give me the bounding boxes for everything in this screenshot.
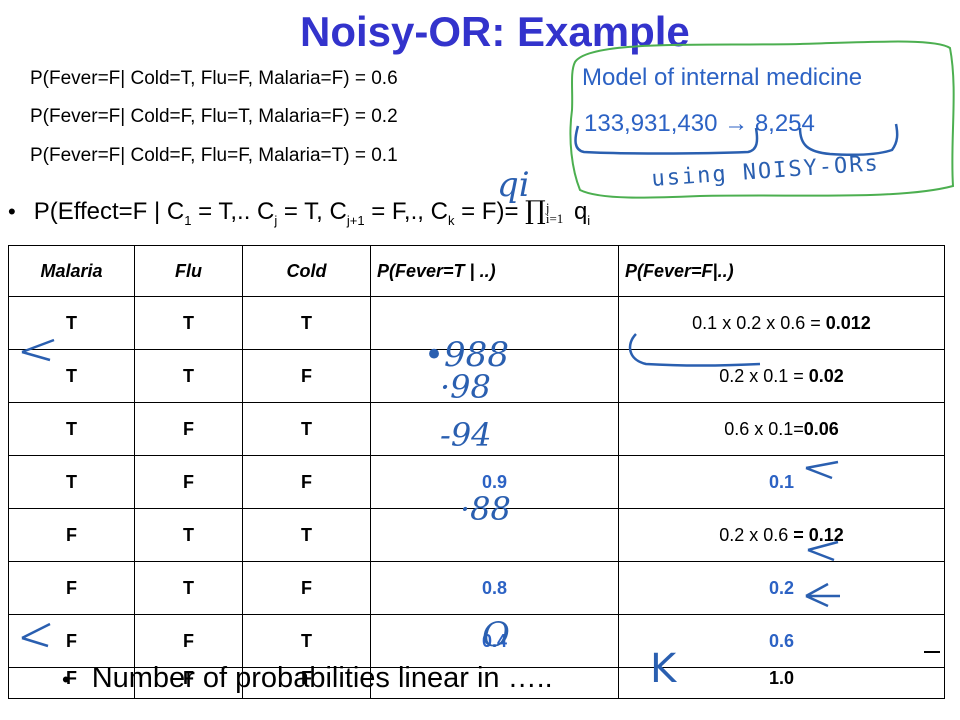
cell-p-true: 0.8 [370, 561, 619, 615]
product-limits: j i=1 [545, 199, 564, 226]
arrow-row1-icon [21, 338, 55, 362]
table-header-row: Malaria Flu Cold P(Fever=T | ..) P(Fever… [8, 245, 945, 297]
calc-result: 1.0 [768, 668, 795, 688]
calc-result: 0.1 [768, 471, 795, 492]
count-from: 133,931,430 [584, 110, 718, 137]
arrow-row4-icon [805, 460, 839, 480]
table-row: F T T 0.2 x 0.6 = 0.12 [8, 508, 945, 562]
cell-p-true [370, 667, 619, 699]
header-cold: Cold [242, 245, 371, 297]
calc-result: 0.06 [803, 418, 839, 439]
handwritten-using-noisy-ors: using NOISY-ORs [651, 151, 881, 192]
product-lower: i=1 [545, 210, 564, 226]
formula-part-4: = F,., C [364, 198, 448, 225]
product-upper: j [545, 199, 550, 215]
handwritten-p-true-row3: -94 [440, 416, 492, 454]
table-row: F F F 1.0 [8, 667, 945, 699]
count-to: 8,254 [754, 110, 815, 137]
calc-result: = 0.12 [793, 524, 844, 545]
bottom-bullet: • Number of probabilities linear in ….. [62, 662, 553, 695]
calc-result: 0.2 [768, 577, 795, 598]
formula-q-sub: i [587, 212, 591, 228]
cell-flu: F [134, 455, 243, 509]
cell-cold: T [242, 614, 371, 668]
cell-flu: T [134, 349, 243, 403]
cell-p-true [370, 296, 619, 350]
calc-text: 0.6 x 0.1= [724, 418, 804, 439]
bracket-from-icon [574, 125, 759, 155]
handwritten-p-true-row5: ·88 [460, 490, 511, 528]
cell-flu: T [134, 296, 243, 350]
bullet-icon: • [8, 199, 16, 224]
cell-malaria: F [8, 508, 135, 562]
cell-flu: F [134, 614, 243, 668]
calc-text: 0.2 x 0.1 = [719, 365, 809, 386]
bottom-bullet-text: Number of probabilities linear in ….. [91, 662, 553, 694]
cell-malaria: F [8, 561, 135, 615]
table-row: F F T 0.4 0.6 [8, 614, 945, 668]
formula-part-5: = F)= [454, 198, 526, 225]
handwritten-p-true-row2: ·98 [440, 368, 491, 406]
handwritten-p-true-row1: •988 [424, 335, 509, 375]
arrow-row7-icon [805, 582, 840, 608]
cell-p-true: 0.9 [370, 455, 619, 509]
header-p-fever-false: P(Fever=F|..) [618, 245, 945, 297]
formula-part-2: = T,.. C [191, 198, 275, 225]
formula-sub-1: 1 [184, 212, 192, 228]
noisy-or-formula: • P(Effect=F | C1 = T,.. Cj = T, Cj+1 = F… [8, 196, 590, 228]
cell-p-false: 0.1 [618, 455, 945, 509]
header-malaria: Malaria [8, 245, 135, 297]
right-arrow-icon: → [724, 110, 749, 137]
callout-counts: 133,931,430 → 8,254 [584, 110, 815, 138]
bracket-to-icon [798, 123, 899, 157]
cell-cold: F [242, 667, 371, 699]
calc-result: 0.6 [768, 630, 795, 651]
formula-q: q [567, 198, 588, 225]
green-callout-outline [569, 40, 955, 199]
cell-p-false: 0.1 x 0.2 x 0.6 = 0.012 [618, 296, 945, 350]
conditional-malaria: P(Fever=F| Cold=F, Flu=F, Malaria=T) = 0… [30, 145, 398, 166]
handwritten-k: K [650, 646, 678, 692]
handwritten-qi: qi [497, 165, 530, 205]
product-symbol: ∏ [525, 196, 546, 226]
paren-mark-icon [628, 333, 761, 367]
conditional-cold: P(Fever=F| Cold=T, Flu=F, Malaria=F) = 0… [30, 68, 398, 89]
arrow-row8-icon [21, 622, 51, 648]
cell-flu: F [134, 402, 243, 456]
conditional-flu: P(Fever=F| Cold=F, Flu=T, Malaria=F) = 0… [30, 106, 398, 127]
arrow-row6-icon [807, 540, 839, 562]
calc-text: 0.2 x 0.6 [719, 524, 794, 545]
bullet-icon: • [62, 667, 70, 692]
callout-model-text: Model of internal medicine [582, 64, 863, 91]
calc-result: 0.02 [808, 365, 844, 386]
table-row: T F F 0.9 0.1 [8, 455, 945, 509]
formula-sub-k: k [447, 212, 455, 228]
cell-p-false: 0.6 x 0.1=0.06 [618, 402, 945, 456]
handwritten-p-true-row8: O [482, 615, 510, 655]
formula-lhs: P(Effect=F | C [33, 198, 185, 225]
formula-part-3: = T, C [277, 198, 347, 225]
cpt-table: Malaria Flu Cold P(Fever=T | ..) P(Fever… [8, 245, 945, 699]
header-p-fever-true: P(Fever=T | ..) [370, 245, 619, 297]
formula-sub-j1: j+1 [346, 212, 365, 228]
calc-text: 0.1 x 0.2 x 0.6 = [692, 312, 826, 333]
cell-cold: T [242, 402, 371, 456]
formula-sub-j: j [274, 212, 278, 228]
cell-p-true [370, 349, 619, 403]
cell-p-false: 0.2 x 0.1 = 0.02 [618, 349, 945, 403]
table-row: T T F 0.2 x 0.1 = 0.02 [8, 349, 945, 403]
table-row: T F T 0.6 x 0.1=0.06 [8, 402, 945, 456]
cell-p-false: 1.0 [618, 667, 945, 699]
calc-result: 0.012 [825, 312, 871, 333]
